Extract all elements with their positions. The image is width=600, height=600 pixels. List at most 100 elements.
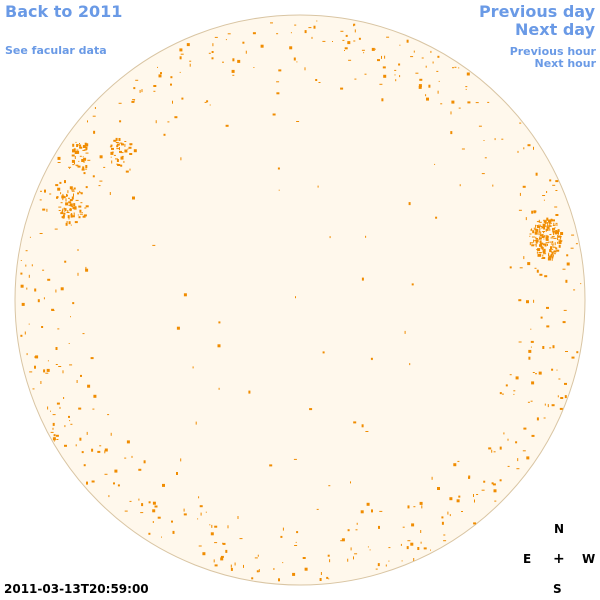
feature-dot xyxy=(381,98,384,102)
feature-dot xyxy=(382,66,386,69)
feature-dot xyxy=(222,542,226,545)
feature-dot xyxy=(566,262,570,266)
compass-north: N xyxy=(554,522,565,536)
feature-dot xyxy=(39,199,42,201)
feature-dot xyxy=(20,260,22,261)
feature-dot xyxy=(32,388,35,390)
feature-dot xyxy=(85,152,89,154)
feature-dot xyxy=(481,173,485,175)
feature-dot xyxy=(197,518,199,520)
feature-dot xyxy=(501,138,504,140)
feature-dot xyxy=(580,283,582,285)
feature-dot xyxy=(62,197,64,201)
feature-dot xyxy=(456,499,460,503)
feature-dot xyxy=(316,508,319,510)
feature-dot xyxy=(62,214,65,218)
feature-dot xyxy=(540,243,542,247)
feature-dot xyxy=(47,406,49,410)
feature-dot xyxy=(402,526,405,528)
feature-dot xyxy=(71,196,74,200)
feature-dot xyxy=(347,41,351,45)
feature-dot xyxy=(354,78,357,80)
previous-hour-link[interactable]: Previous hour xyxy=(509,45,596,58)
feature-dot xyxy=(465,86,468,88)
feature-dot xyxy=(516,468,520,470)
feature-dot xyxy=(132,99,136,101)
feature-dot xyxy=(318,82,321,83)
feature-dot xyxy=(63,196,66,199)
feature-dot xyxy=(231,69,235,73)
feature-dot xyxy=(77,272,79,276)
feature-dot xyxy=(552,246,556,248)
feature-dot xyxy=(530,242,534,244)
feature-dot xyxy=(522,185,526,188)
feature-dot xyxy=(453,463,457,467)
feature-dot xyxy=(528,356,531,360)
feature-dot xyxy=(556,249,560,252)
feature-dot xyxy=(555,214,559,216)
feature-dot xyxy=(571,234,575,236)
facular-data-link[interactable]: See facular data xyxy=(5,44,107,57)
feature-dot xyxy=(162,483,165,487)
feature-dot xyxy=(547,257,551,261)
feature-dot xyxy=(148,532,151,535)
feature-dot xyxy=(425,94,427,97)
feature-dot xyxy=(564,395,567,399)
feature-dot xyxy=(295,296,296,299)
feature-dot xyxy=(74,156,76,159)
feature-dot xyxy=(91,480,95,483)
next-hour-link[interactable]: Next hour xyxy=(534,57,597,70)
feature-dot xyxy=(109,192,111,195)
feature-dot xyxy=(214,36,218,38)
feature-dot xyxy=(51,308,55,311)
feature-dot xyxy=(73,187,76,190)
feature-dot xyxy=(545,230,547,232)
feature-dot xyxy=(110,144,113,147)
feature-dot xyxy=(523,147,525,150)
feature-dot xyxy=(379,83,383,85)
feature-dot xyxy=(451,100,455,104)
feature-dot xyxy=(186,43,190,47)
feature-dot xyxy=(327,554,330,557)
feature-dot xyxy=(20,334,23,337)
feature-dot xyxy=(538,252,542,253)
next-day-link[interactable]: Next day xyxy=(515,20,595,39)
feature-dot xyxy=(519,192,521,196)
feature-dot xyxy=(483,140,485,141)
feature-dot xyxy=(97,450,101,453)
feature-dot xyxy=(129,168,131,171)
feature-dot xyxy=(550,250,552,253)
feature-dot xyxy=(533,210,537,213)
feature-dot xyxy=(530,346,532,348)
feature-dot xyxy=(408,202,411,206)
feature-dot xyxy=(161,536,162,538)
feature-dot xyxy=(550,246,552,250)
feature-dot xyxy=(347,558,349,562)
feature-dot xyxy=(515,376,519,380)
feature-dot xyxy=(381,55,382,59)
feature-dot xyxy=(430,50,432,53)
feature-dot xyxy=(513,393,515,395)
back-to-year-link[interactable]: Back to 2011 xyxy=(5,2,123,21)
feature-dot xyxy=(73,193,74,197)
feature-dot xyxy=(21,302,25,306)
feature-dot xyxy=(540,245,543,249)
feature-dot xyxy=(278,69,282,72)
feature-dot xyxy=(311,36,313,39)
feature-dot xyxy=(133,87,136,90)
previous-day-link[interactable]: Previous day xyxy=(478,2,595,21)
feature-dot xyxy=(82,156,84,158)
feature-dot xyxy=(243,564,244,568)
feature-dot xyxy=(78,160,80,162)
feature-dot xyxy=(225,39,227,41)
feature-dot xyxy=(432,61,434,64)
feature-dot xyxy=(315,79,318,81)
feature-dot xyxy=(189,63,191,67)
feature-dot xyxy=(493,451,496,453)
feature-dot xyxy=(77,192,80,195)
feature-dot xyxy=(406,39,409,43)
feature-dot xyxy=(309,408,313,411)
feature-dot xyxy=(553,237,557,239)
feature-dot xyxy=(167,121,170,123)
